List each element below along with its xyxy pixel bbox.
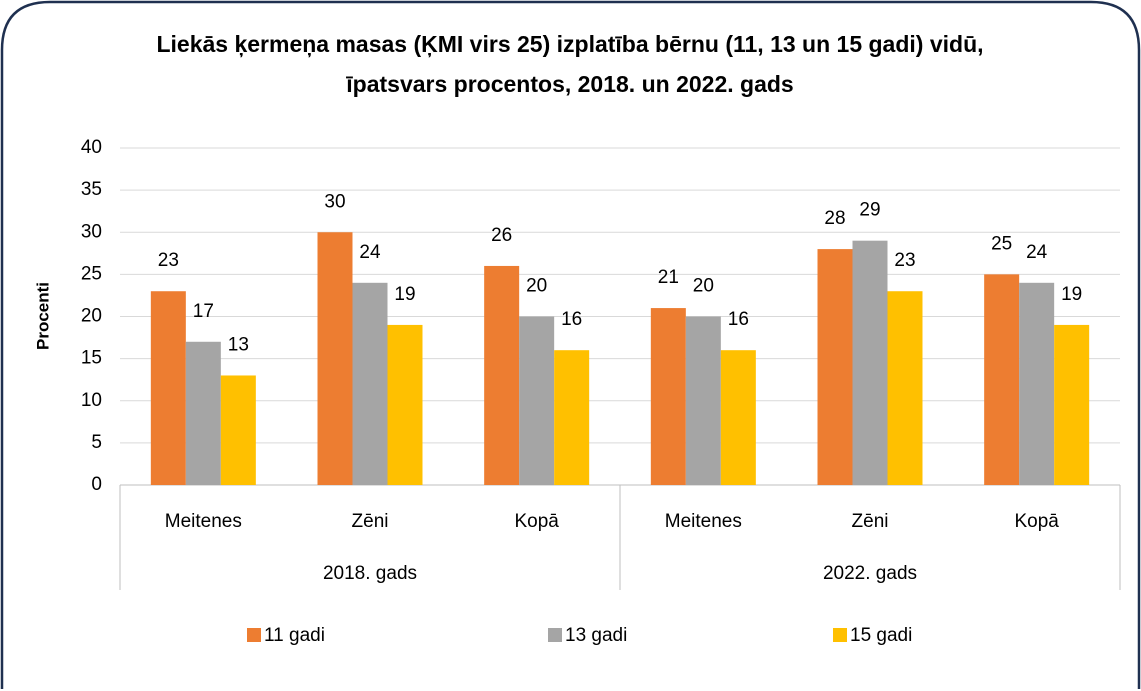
data-label: 28	[824, 208, 845, 229]
legend-label: 13 gadi	[565, 625, 627, 646]
bar	[387, 324, 423, 485]
x-tick-label: Zēni	[352, 511, 389, 532]
y-tick-label: 40	[81, 137, 102, 158]
legend-swatch	[833, 628, 847, 642]
bar	[352, 282, 388, 485]
x-tick-label: Zēni	[852, 511, 889, 532]
y-tick-label: 10	[81, 390, 102, 411]
legend-label: 11 gadi	[264, 625, 325, 646]
x-tick-label: Meitenes	[165, 511, 242, 532]
y-tick-label: 25	[81, 263, 102, 284]
group-label: 2022. gads	[823, 563, 917, 584]
bar	[685, 316, 721, 485]
y-tick-label: 35	[81, 179, 102, 200]
bar	[150, 291, 186, 485]
bar	[650, 308, 686, 485]
y-tick-label: 15	[81, 348, 102, 369]
data-label: 24	[359, 242, 381, 263]
chart-title: Liekās ķermeņa masas (ĶMI virs 25) izpla…	[156, 31, 983, 57]
bar	[1019, 282, 1055, 485]
bar	[852, 240, 888, 485]
bar	[519, 316, 555, 485]
data-label: 17	[193, 301, 214, 322]
legend-label: 15 gadi	[850, 625, 912, 646]
data-label: 16	[728, 309, 749, 330]
data-label: 23	[894, 250, 915, 271]
data-label: 21	[658, 267, 679, 288]
y-tick-label: 20	[81, 306, 102, 327]
y-tick-label: 0	[91, 474, 102, 495]
bar	[185, 341, 221, 485]
x-tick-label: Kopā	[1014, 511, 1059, 532]
chart-title: īpatsvars procentos, 2018. un 2022. gads	[345, 71, 793, 97]
x-tick-label: Meitenes	[665, 511, 742, 532]
data-label: 26	[491, 225, 512, 246]
data-label: 16	[561, 309, 582, 330]
y-axis-label: Procenti	[33, 282, 52, 350]
y-tick-label: 5	[91, 432, 102, 453]
legend-swatch	[548, 628, 562, 642]
bar	[220, 375, 256, 485]
data-label: 29	[859, 200, 880, 221]
bar	[720, 350, 756, 485]
group-label: 2018. gads	[323, 563, 417, 584]
bar	[317, 232, 353, 485]
bar	[1054, 324, 1090, 485]
bar	[984, 274, 1020, 485]
y-tick-label: 30	[81, 221, 102, 242]
data-label: 24	[1026, 242, 1048, 263]
data-label: 13	[228, 334, 249, 355]
data-label: 30	[324, 191, 345, 212]
data-label: 19	[1061, 284, 1082, 305]
data-label: 20	[693, 276, 714, 297]
bar	[887, 291, 923, 485]
bar	[817, 249, 853, 485]
legend-swatch	[247, 628, 261, 642]
data-label: 25	[991, 233, 1012, 254]
data-label: 19	[394, 284, 415, 305]
data-label: 20	[526, 276, 547, 297]
x-tick-label: Kopā	[514, 511, 559, 532]
bar	[554, 350, 590, 485]
bar	[484, 265, 520, 485]
data-label: 23	[158, 250, 179, 271]
